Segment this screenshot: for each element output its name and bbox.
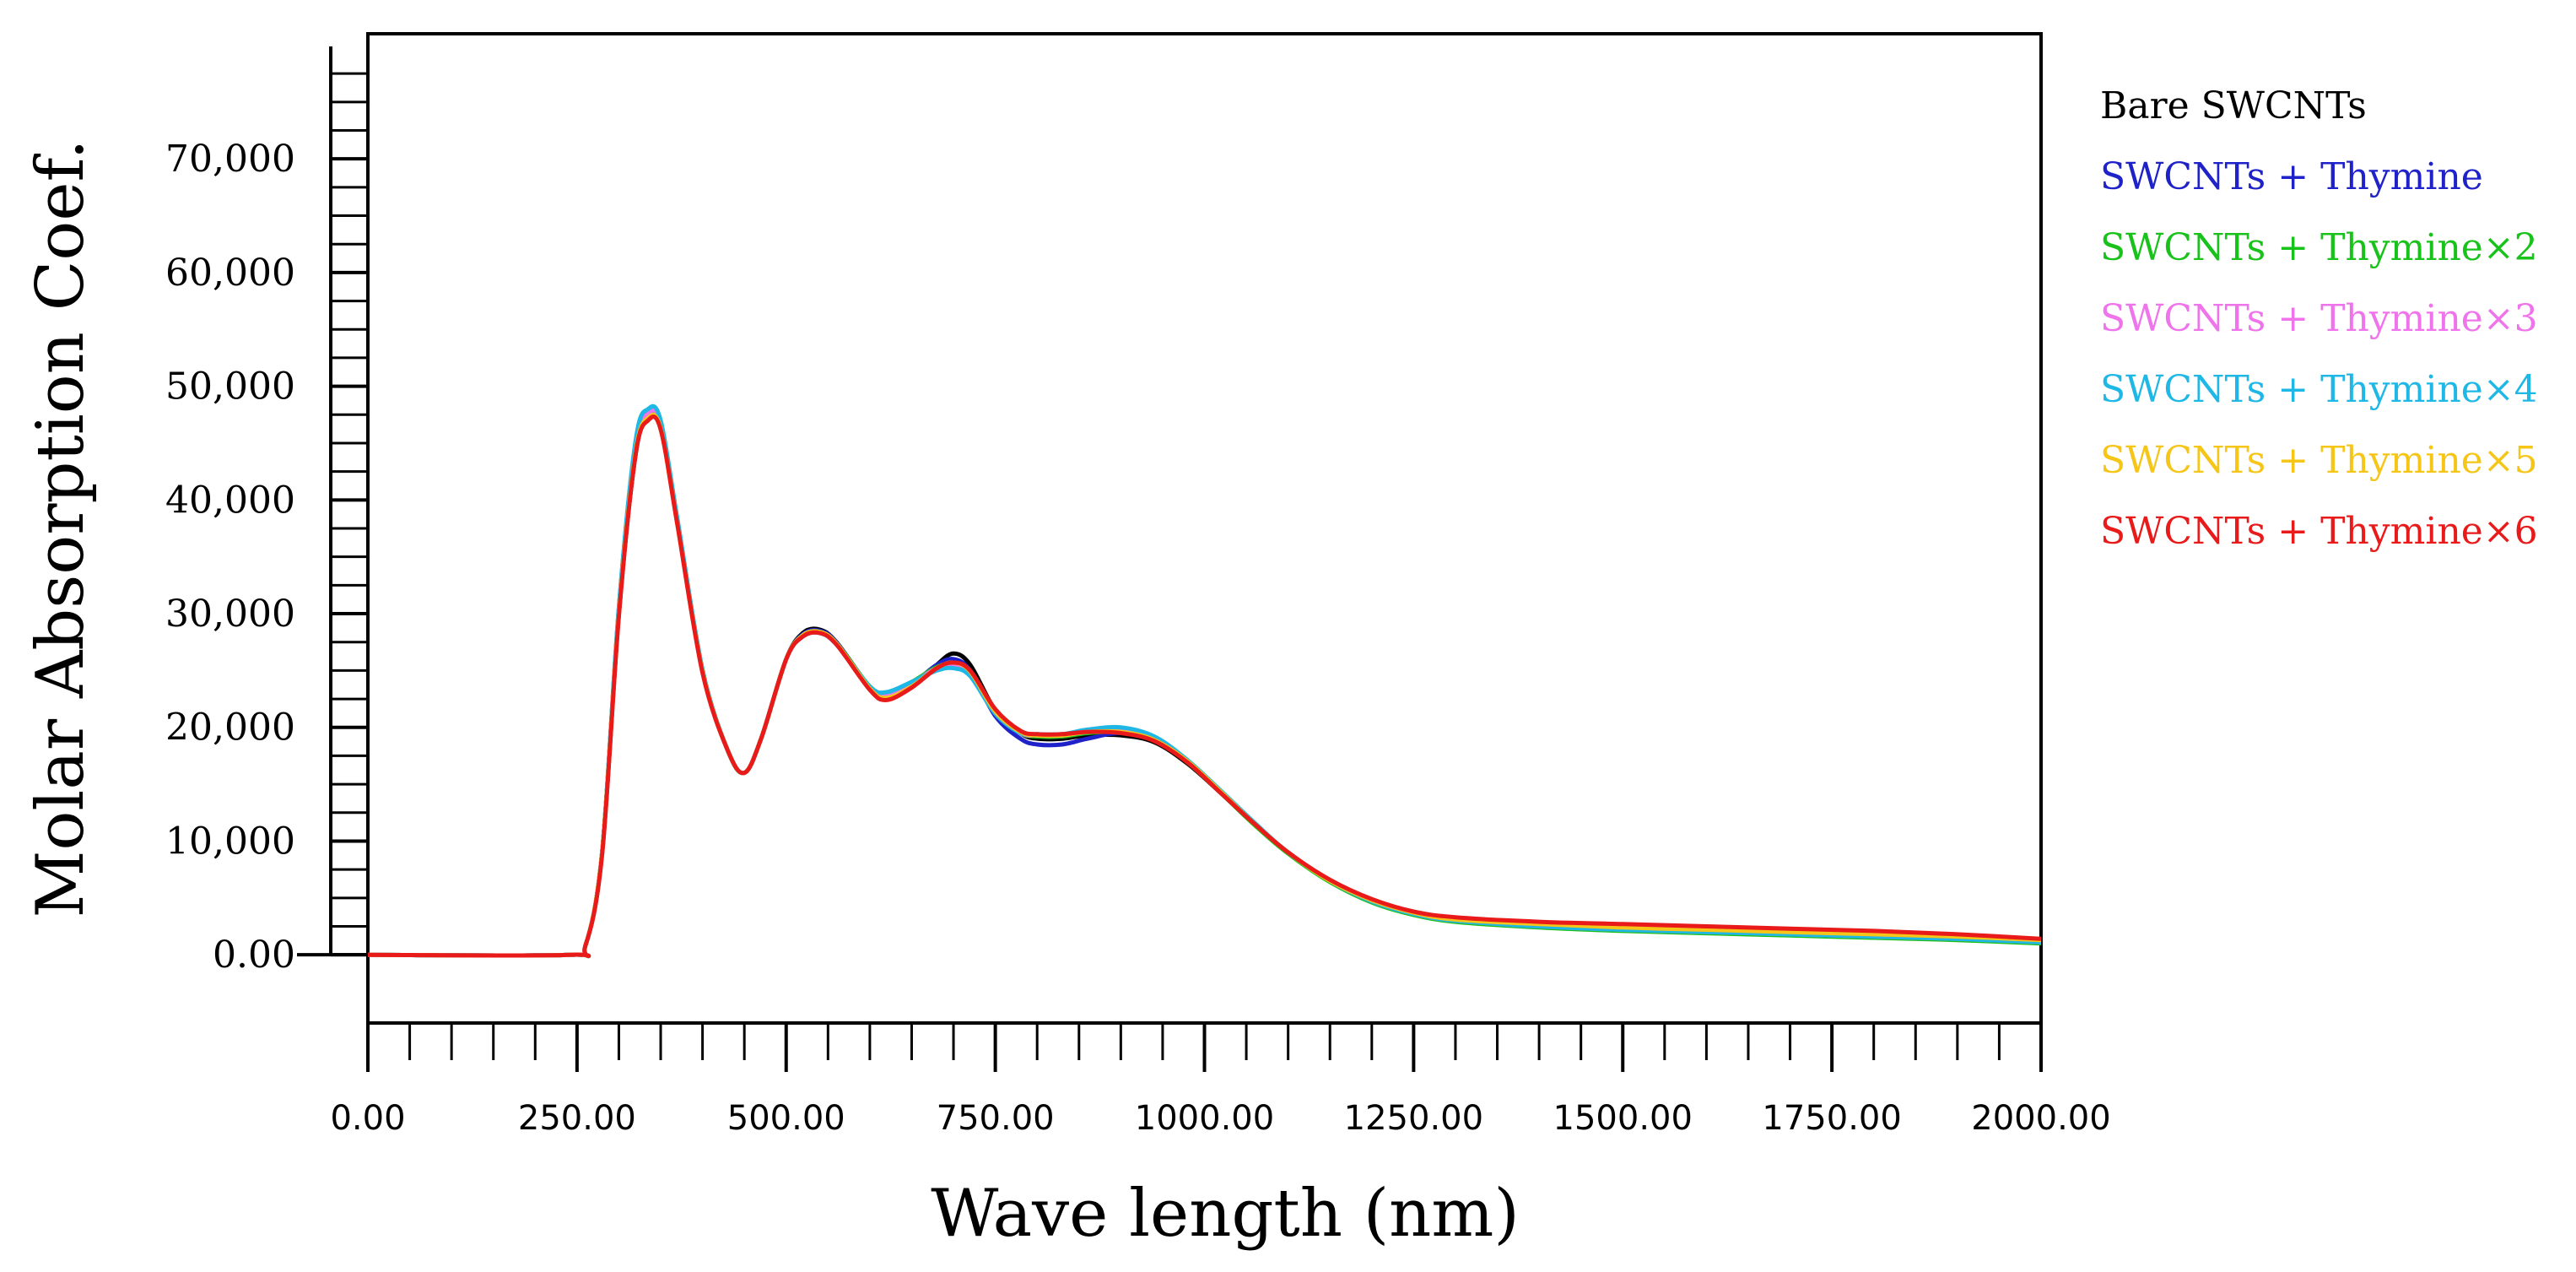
- y-tick-label: 10,000: [165, 820, 295, 863]
- y-tick-label: 70,000: [165, 138, 295, 181]
- y-tick-label: 50,000: [165, 365, 295, 409]
- y-axis-title: Molar Absorption Coef.: [23, 139, 99, 918]
- y-tick-label: 60,000: [165, 252, 295, 295]
- x-axis-title: Wave length (nm): [931, 1176, 1520, 1252]
- series-line-3: [367, 408, 2042, 959]
- y-minor-ticks: [297, 72, 368, 957]
- series-line-5: [367, 413, 2042, 959]
- x-tick-label: 2000.00: [1971, 1099, 2110, 1138]
- x-tick-label: 0.00: [330, 1099, 405, 1138]
- series-line-1: [367, 406, 2042, 959]
- series-line-0: [367, 410, 2042, 959]
- x-tick-label: 1750.00: [1762, 1099, 1901, 1138]
- x-minor-ticks: [366, 1023, 2043, 1072]
- x-tick-label: 250.00: [518, 1099, 636, 1138]
- x-tick-label: 750.00: [937, 1099, 1055, 1138]
- y-tick-label: 0.00: [213, 934, 295, 977]
- y-axis-ticks: 0.00 10,000 20,000 30,000 40,000 50,000 60,000…: [165, 138, 295, 977]
- x-tick-label: 500.00: [727, 1099, 845, 1138]
- series-line-6: [367, 414, 2042, 959]
- legend-entry: SWCNTs + Thymine×4: [2100, 368, 2538, 411]
- y-tick-label: 30,000: [165, 593, 295, 636]
- legend-entry: Bare SWCNTs: [2100, 84, 2367, 127]
- x-tick-label: 1250.00: [1344, 1099, 1483, 1138]
- plot-frame: [366, 32, 2043, 1025]
- legend: Bare SWCNTs SWCNTs + Thymine SWCNTs + Thym…: [2100, 84, 2538, 553]
- series-lines: [367, 403, 2042, 959]
- legend-entry: SWCNTs + Thymine×5: [2100, 439, 2538, 482]
- x-tick-label: 1500.00: [1553, 1099, 1693, 1138]
- series-line-2: [367, 409, 2042, 959]
- legend-entry: SWCNTs + Thymine×2: [2100, 226, 2538, 269]
- legend-entry: SWCNTs + Thymine×6: [2100, 510, 2538, 553]
- y-tick-label: 20,000: [165, 706, 295, 750]
- legend-entry: SWCNTs + Thymine×3: [2100, 297, 2538, 340]
- series-line-4: [367, 403, 2042, 959]
- legend-entry: SWCNTs + Thymine: [2100, 155, 2483, 198]
- x-tick-label: 1000.00: [1135, 1099, 1274, 1138]
- x-axis-ticks: 0.00 250.00 500.00 750.00 1000.00 1250.00 1500…: [330, 1099, 2110, 1138]
- y-tick-label: 40,000: [165, 479, 295, 522]
